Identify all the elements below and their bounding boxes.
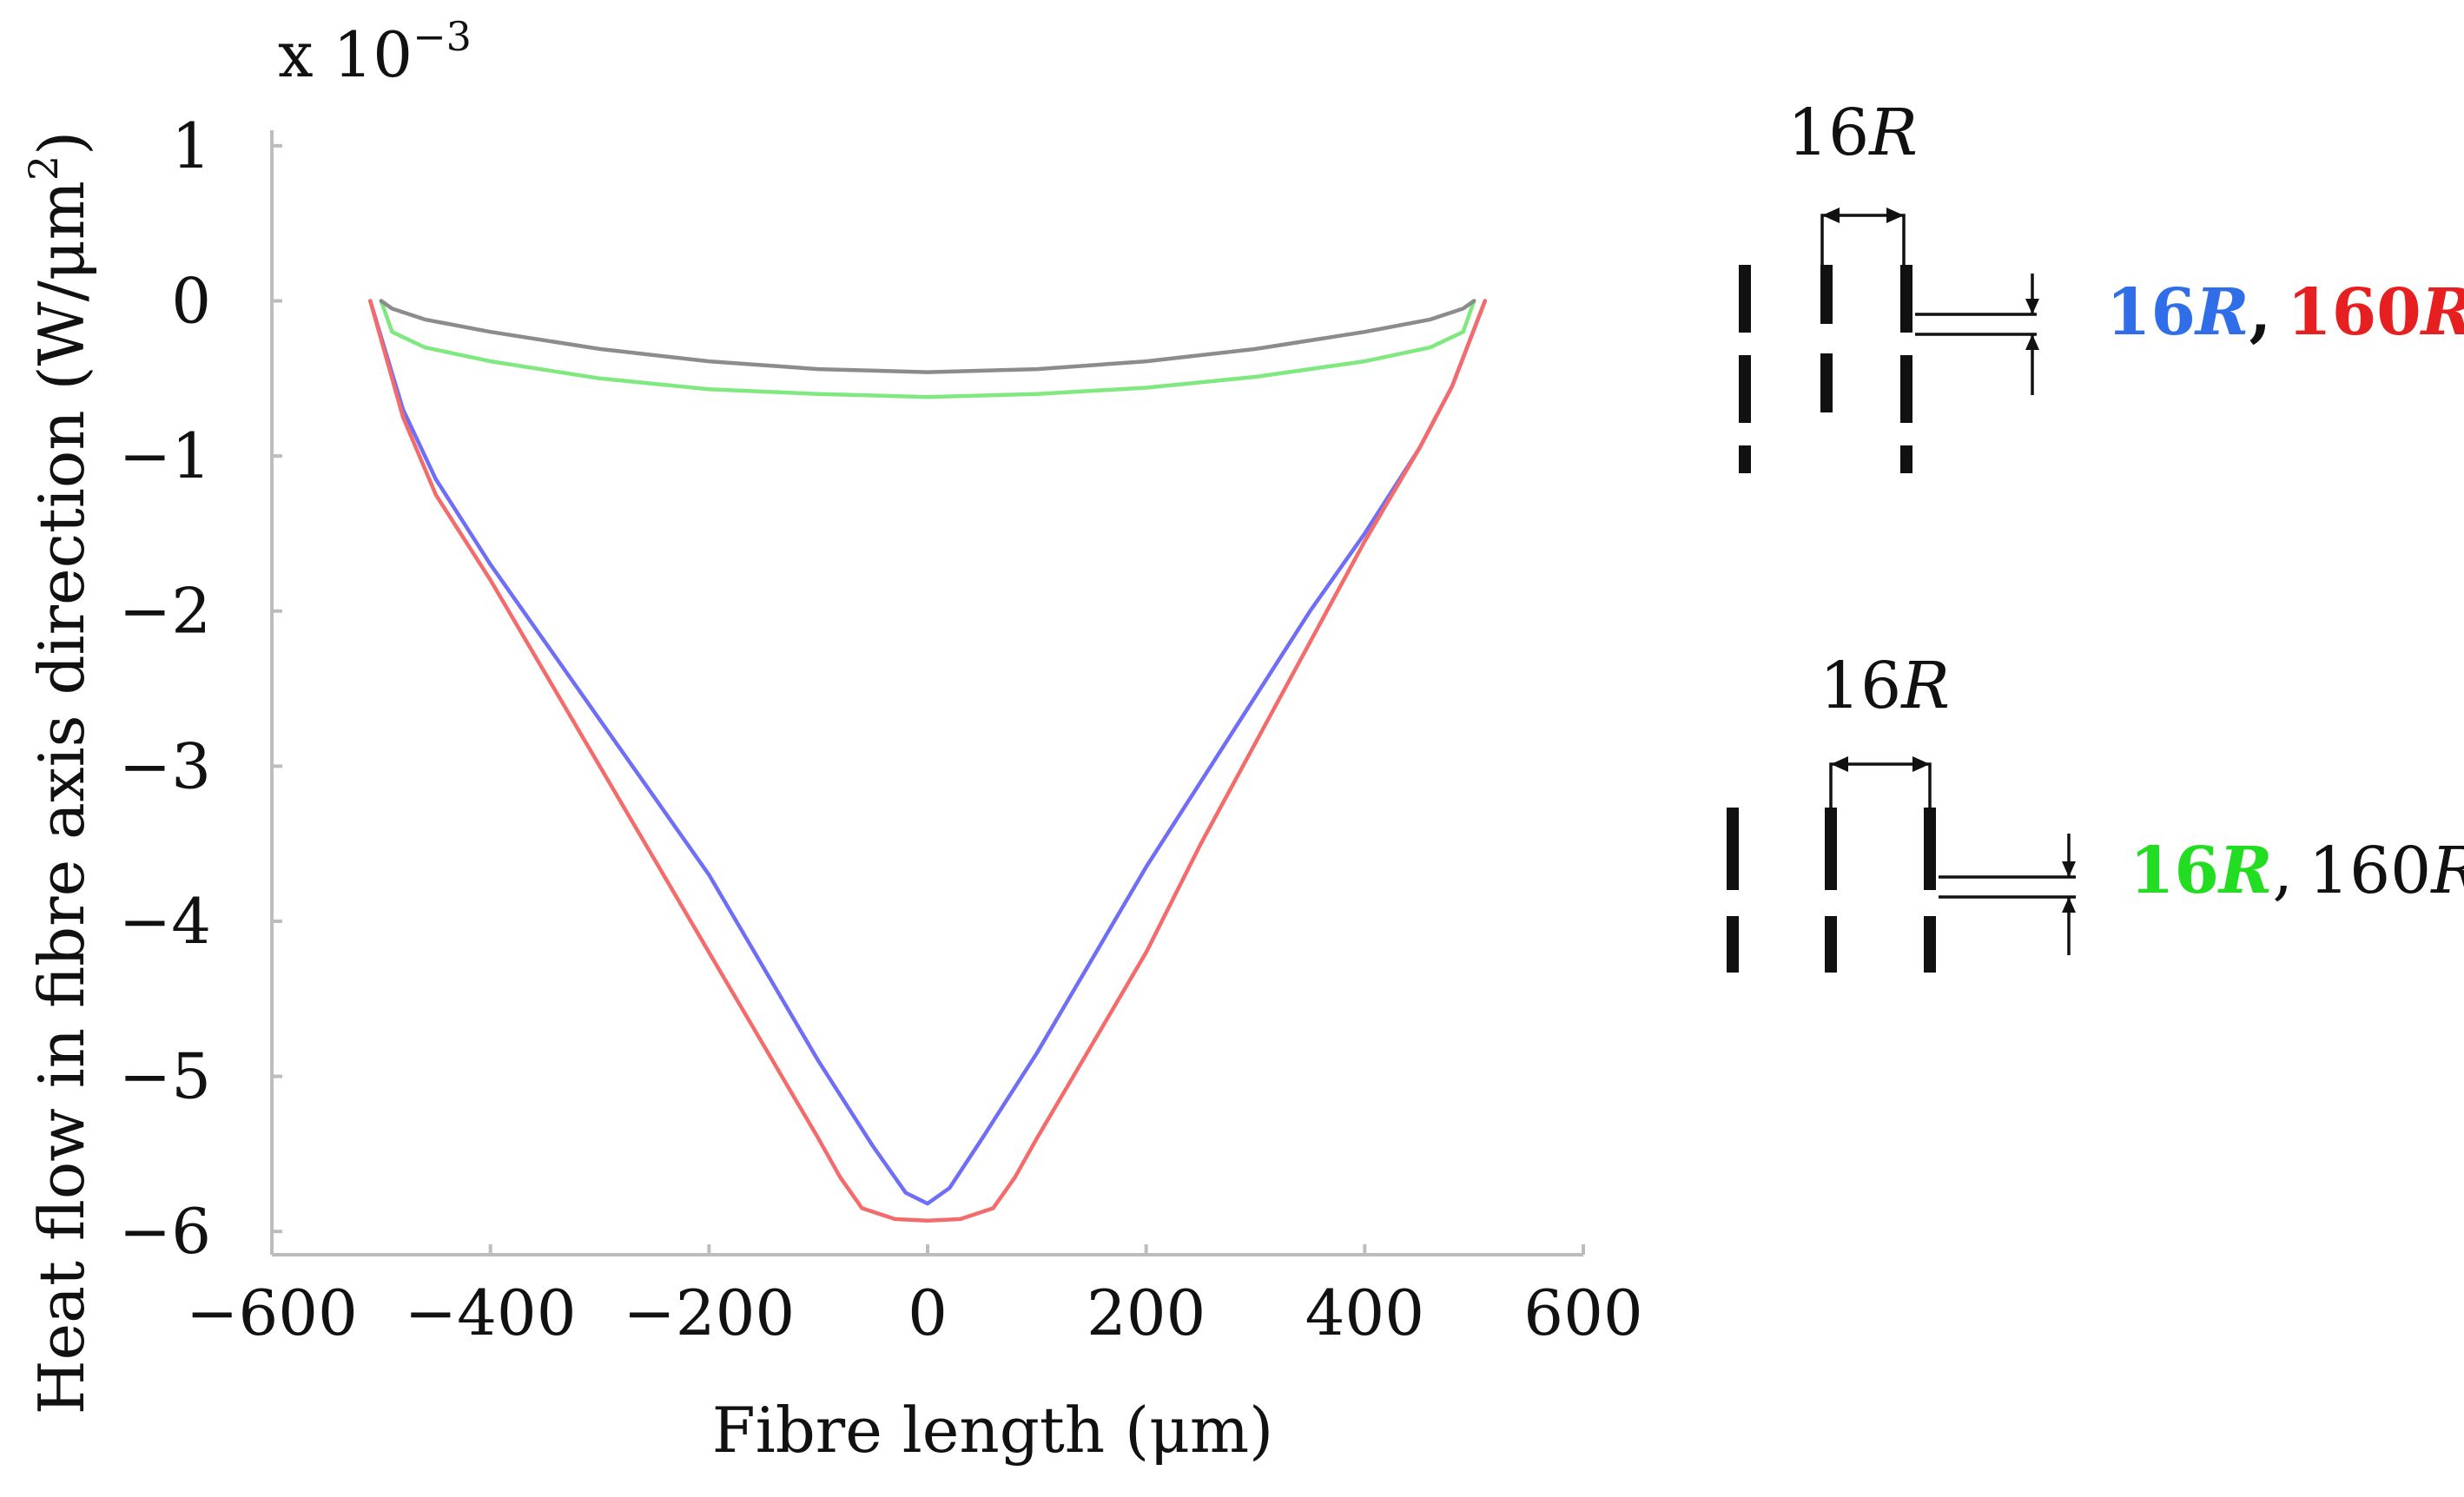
series-layer [368,299,1488,1223]
legend-bottom: 16R 16R,160R [1727,649,2464,973]
legend-bottom-series-labels: 16R,160R [2130,834,2464,908]
x-tick-label: 600 [1523,1276,1642,1349]
y-tick-label: 0 [171,264,211,337]
legend-bottom-series-b: 160R [2309,834,2464,908]
y-multiplier: x 10−3 [278,13,472,91]
y-tick-label: −5 [119,1040,211,1113]
legend-bottom-separator: , [2272,834,2293,908]
legend-top-spacing-label: 16R [1787,96,1918,170]
y-axis-title-sup: 2 [20,155,67,181]
legend-bottom-spacing-label-num: 16 [1820,649,1901,723]
series-line-3 [379,299,1476,399]
series-line-4 [379,299,1476,374]
y-tick-label: −3 [119,729,211,802]
legend-bottom-series-a: 16R [2130,834,2272,908]
y-tick-label: −4 [119,885,211,958]
y-axis-title: Heat flow in fibre axis direction (W/μm2… [20,131,98,1415]
legend-bottom-gap-arrow-down [2062,861,2076,877]
legend-bottom-spacing-arrow-right [1912,756,1930,772]
series-line-1 [368,299,1488,1206]
x-tick-label: −400 [405,1276,577,1349]
x-tick-label: 400 [1305,1276,1424,1349]
x-tick-label: 200 [1087,1276,1206,1349]
x-tick-label: −200 [623,1276,795,1349]
legend-top: 16R 16R,160R [1739,96,2464,473]
y-tick-label: −1 [119,419,211,492]
x-axis-title: Fibre length (μm) [712,1394,1274,1467]
legend-top-spacing-label-sym: R [1867,96,1918,170]
legend-top-spacing-arrow-right [1886,208,1904,223]
y-tick-label: −6 [119,1195,211,1268]
y-tick-label: 1 [171,109,211,182]
legend-top-series-b: 160R [2287,275,2464,350]
legend-top-gap-arrow-down [2025,299,2039,314]
x-tick-label: 0 [908,1276,948,1349]
y-axis-title-main: Heat flow in fibre axis direction (W/μm [25,181,98,1415]
legend-bottom-gap-arrow-up [2062,897,2076,913]
y-tick-label: −2 [119,575,211,648]
legend-top-spacing-arrow-left [1822,208,1840,223]
y-axis-title-close: ) [25,131,98,155]
x-tick-label: −600 [186,1276,358,1349]
legend-top-gap-arrow-up [2025,334,2039,350]
legend-top-series-a: 16R [2106,275,2249,350]
legend-bottom-spacing-bracket [1829,762,1932,825]
axis-ticks: −600 −400 −200 0 200 400 600 1 0 −1 −2 −3 −4 −5 −6 [119,109,1643,1349]
legend-top-spacing-label-num: 16 [1787,96,1869,170]
legend-bottom-spacing-label-sym: R [1899,649,1950,723]
y-multiplier-base: x 10 [278,18,413,91]
y-multiplier-exp: −3 [413,13,472,60]
legend-bottom-spacing-arrow-left [1831,756,1848,772]
legend-top-series-labels: 16R,160R [2106,275,2464,350]
legend-top-separator: , [2249,275,2271,350]
legend-top-spacing-bracket [1820,214,1906,278]
series-line-2 [368,299,1488,1223]
legend-bottom-spacing-label: 16R [1820,649,1950,723]
